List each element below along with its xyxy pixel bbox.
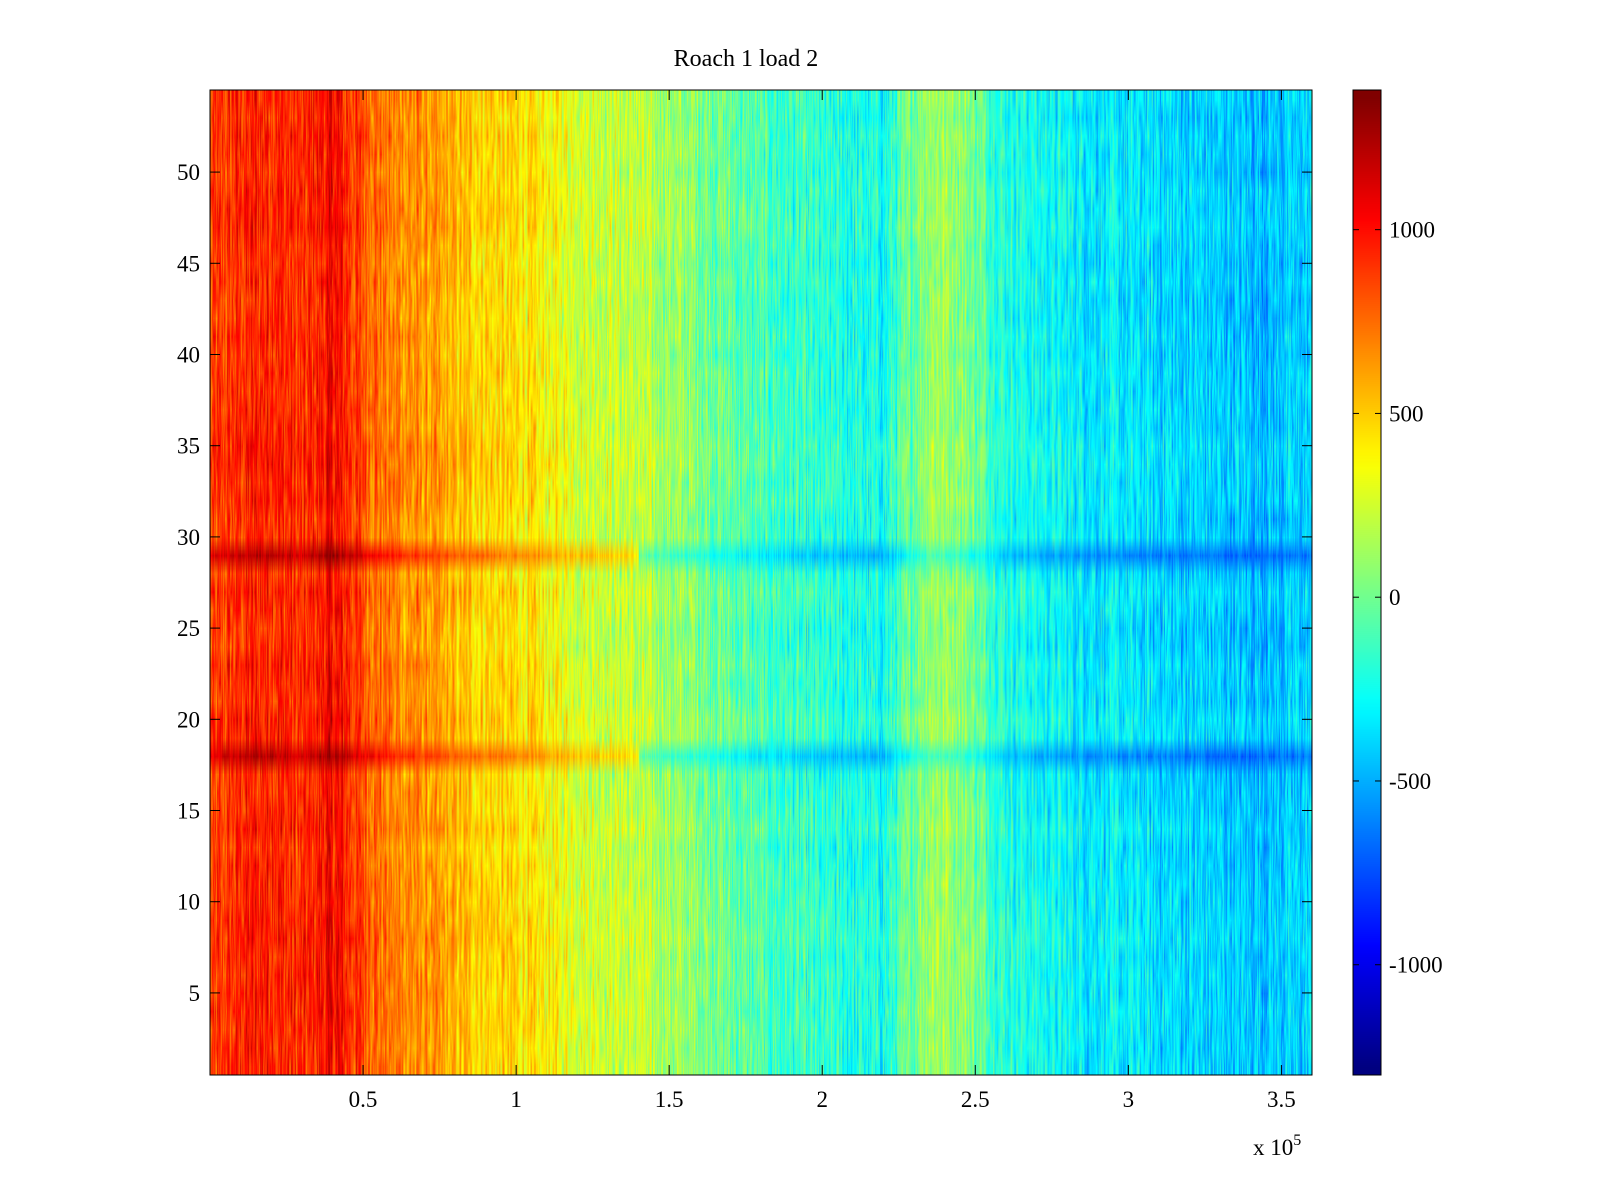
y-tick-label: 40 — [177, 342, 200, 367]
y-tick-label: 50 — [177, 160, 200, 185]
x-tick-label: 0.5 — [349, 1087, 378, 1112]
y-tick-label: 15 — [177, 799, 200, 824]
colorbar-tick-label: -1000 — [1389, 953, 1443, 978]
y-tick-label: 20 — [177, 707, 200, 732]
chart-title: Roach 1 load 2 — [674, 46, 819, 72]
x-tick-label: 3 — [1123, 1087, 1135, 1112]
y-tick-label: 30 — [177, 525, 200, 550]
colorbar — [1353, 90, 1381, 1075]
y-tick-label: 10 — [177, 890, 200, 915]
y-tick-label: 45 — [177, 251, 200, 276]
x-tick-label: 2 — [816, 1087, 828, 1112]
y-tick-label: 25 — [177, 616, 200, 641]
x-tick-label: 3.5 — [1267, 1087, 1296, 1112]
colorbar-tick-label: -500 — [1389, 769, 1431, 794]
colorbar-axis: 1000 500 0 -500 -1000 — [1353, 218, 1443, 978]
colorbar-tick-label: 0 — [1389, 585, 1401, 610]
y-axis: 5 10 15 20 25 30 35 40 45 50 — [177, 160, 1312, 1006]
plot-frame — [209, 89, 1313, 1076]
heatmap-plot-area — [210, 90, 1312, 1075]
y-tick-label: 5 — [189, 981, 201, 1006]
colorbar-tick-label: 500 — [1389, 401, 1424, 426]
colorbar-tick-label: 1000 — [1389, 218, 1435, 243]
x-tick-label: 1 — [510, 1087, 522, 1112]
x-tick-label: 1.5 — [655, 1087, 684, 1112]
y-tick-label: 35 — [177, 434, 200, 459]
x-axis-exponent-label: x 105 — [1253, 1132, 1301, 1160]
x-axis: 0.5 1 1.5 2 2.5 3 3.5 — [349, 90, 1296, 1112]
x-axis-exponent-power: 5 — [1293, 1132, 1301, 1149]
colorbar-frame — [1352, 89, 1382, 1076]
x-tick-label: 2.5 — [961, 1087, 990, 1112]
